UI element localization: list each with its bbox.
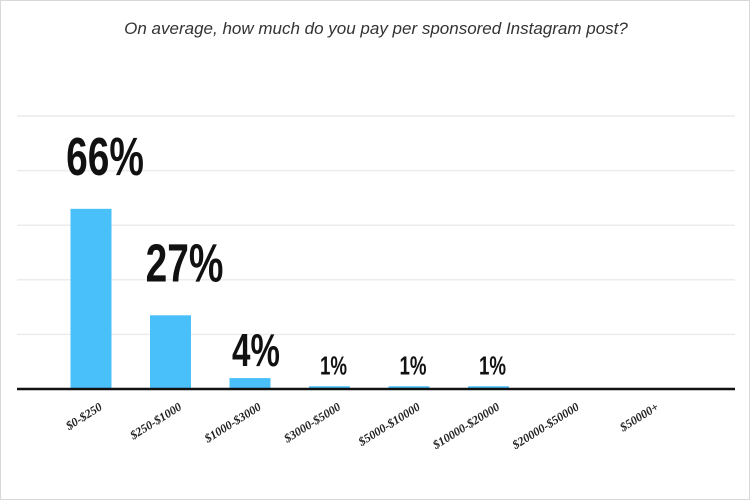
x-tick-label: $250-$1000 <box>127 400 184 443</box>
x-tick-label: $1000-$3000 <box>201 400 264 446</box>
x-tick-label: $20000-$50000 <box>509 400 582 453</box>
bar <box>150 315 191 389</box>
bar <box>229 378 271 389</box>
x-tick-label: $0-$250 <box>62 400 104 434</box>
data-label: 66% <box>66 125 144 186</box>
data-label: 1% <box>399 350 426 380</box>
x-tick-label: $10000-$20000 <box>429 400 502 453</box>
bar <box>70 208 112 389</box>
data-label: 1% <box>479 350 506 380</box>
data-label: 27% <box>146 232 224 293</box>
bar <box>388 386 430 389</box>
data-label: 1% <box>320 350 347 380</box>
x-tick-label: $5000-$10000 <box>355 400 423 449</box>
bar <box>309 386 350 389</box>
chart-title: On average, how much do you pay per spon… <box>124 19 628 38</box>
bar <box>468 386 509 389</box>
data-label: 4% <box>232 326 280 376</box>
x-tick-label: $3000-$5000 <box>281 400 344 446</box>
x-tick-label: $50000+ <box>616 400 661 435</box>
